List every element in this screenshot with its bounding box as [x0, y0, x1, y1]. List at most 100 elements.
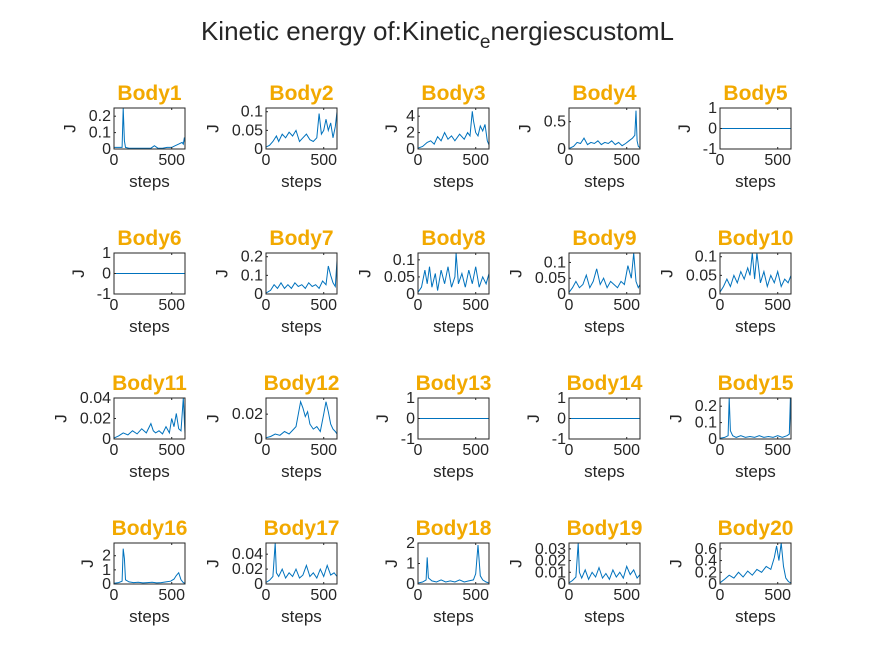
body9-y-tick-label: 0 [557, 286, 566, 303]
body8-x-tick-label: 0 [414, 297, 423, 314]
body19-x-tick-label: 0 [565, 587, 574, 604]
body11-y-tick-label: 0.02 [80, 411, 111, 428]
body1-x-label: steps [129, 172, 170, 191]
body13-x-label: steps [433, 462, 474, 481]
body14-x-tick-label: 500 [613, 442, 640, 459]
body9-y-tick-label: 0.05 [535, 270, 566, 287]
body15-x-label: steps [735, 462, 776, 481]
body8-y-tick-label: 0 [406, 286, 415, 303]
body7-title: Body7 [269, 227, 333, 250]
body14-x-label: steps [584, 462, 625, 481]
body19-x-tick-label: 500 [613, 587, 640, 604]
body20-x-tick-label: 500 [764, 587, 791, 604]
body8-y-label: J [355, 269, 374, 278]
body9-y-tick-label: 0.1 [544, 254, 566, 271]
body13-y-tick-label: 0 [406, 411, 415, 428]
body18-x-tick-label: 500 [462, 587, 489, 604]
body9-x-label: steps [584, 317, 625, 336]
body12-data-line [266, 399, 337, 439]
body6-x-tick-label: 500 [158, 297, 185, 314]
body12-title: Body12 [264, 372, 340, 395]
body7-x-tick-label: 500 [310, 297, 337, 314]
body5-y-tick-label: 1 [708, 100, 717, 117]
body8-x-tick-label: 500 [462, 297, 489, 314]
body11-x-label: steps [129, 462, 170, 481]
body17-y-label: J [203, 559, 222, 568]
body20-y-tick-label: 0 [708, 576, 717, 593]
body19-y-tick-label: 0 [557, 576, 566, 593]
body20-data-line [720, 543, 791, 584]
body11-x-tick-label: 500 [158, 442, 185, 459]
body14-y-tick-label: 0 [557, 411, 566, 428]
body15-y-label: J [666, 414, 685, 423]
body16-data-line [114, 548, 185, 584]
body7-data-line [266, 260, 337, 294]
body11-y-tick-label: 0.04 [80, 390, 111, 407]
body10-x-label: steps [735, 317, 776, 336]
body10-y-label: J [657, 269, 676, 278]
body8-y-tick-label: 0.1 [393, 252, 415, 269]
body4-x-label: steps [584, 172, 625, 191]
body3-y-label: J [382, 124, 401, 133]
body12-y-label: J [203, 414, 222, 423]
body2-subplot: Body2 0 500 0 0.050.1 steps J [203, 82, 338, 191]
body15-x-tick-label: 0 [716, 442, 725, 459]
body2-y-tick-label: 0 [254, 141, 263, 158]
body6-x-label: steps [129, 317, 170, 336]
body11-subplot: Body11 0 500 0 0.02 0.04 steps J [51, 372, 187, 481]
body17-title: Body17 [264, 517, 340, 540]
body7-y-tick-label: 0.2 [241, 249, 263, 266]
body12-subplot: Body12 0 500 0 0.02 steps J [203, 372, 339, 481]
body16-y-tick-label: 0 [102, 576, 111, 593]
body18-subplot: Body18 0 500 0 1 2 steps J [382, 517, 492, 626]
body4-x-tick-label: 0 [565, 152, 574, 169]
body1-x-tick-label: 0 [110, 152, 119, 169]
body20-y-tick-label: 0.4 [695, 553, 717, 570]
body16-y-label: J [78, 559, 97, 568]
body2-x-tick-label: 500 [310, 152, 337, 169]
body16-y-tick-label: 2 [102, 548, 111, 565]
body17-x-tick-label: 0 [262, 587, 271, 604]
body2-y-tick-label: 0.1 [241, 104, 263, 121]
body10-title: Body10 [718, 227, 794, 250]
body16-x-label: steps [129, 607, 170, 626]
body5-y-label: J [675, 124, 694, 133]
body15-y-tick-label: 0 [708, 431, 717, 448]
body14-x-tick-label: 0 [565, 442, 574, 459]
figure-title-main: Kinetic energy of:Kinetic [200, 16, 480, 46]
body19-title: Body19 [567, 517, 643, 540]
body13-x-tick-label: 500 [462, 442, 489, 459]
body16-y-tick-label: 1 [102, 562, 111, 579]
body1-y-label: J [60, 124, 79, 133]
body12-x-tick-label: 500 [310, 442, 337, 459]
body10-axes-box [719, 252, 792, 295]
body7-y-tick-label: 0.1 [241, 267, 263, 284]
body20-x-label: steps [735, 607, 776, 626]
figure-title-subscript: e [479, 32, 491, 53]
body10-y-tick-label: 0 [708, 286, 717, 303]
body10-y-tick-label: 0.1 [695, 249, 717, 266]
body1-x-tick-label: 500 [158, 152, 185, 169]
body12-axes-box [265, 397, 338, 440]
body2-y-tick-label: 0.05 [232, 122, 263, 139]
body15-axes-box [719, 397, 792, 440]
body17-y-tick-label: 0 [254, 576, 263, 593]
body10-subplot: Body10 0 500 0 0.050.1 steps J [657, 227, 793, 336]
body11-title: Body11 [112, 372, 187, 395]
body3-x-tick-label: 500 [462, 152, 489, 169]
body7-y-tick-label: 0 [254, 286, 263, 303]
body18-x-label: steps [433, 607, 474, 626]
body17-y-tick-label: 0.02 [232, 561, 263, 578]
body18-y-label: J [382, 559, 401, 568]
body7-y-label: J [212, 269, 231, 278]
body4-x-tick-label: 500 [613, 152, 640, 169]
body4-data-line [569, 110, 640, 149]
body4-y-label: J [515, 124, 534, 133]
